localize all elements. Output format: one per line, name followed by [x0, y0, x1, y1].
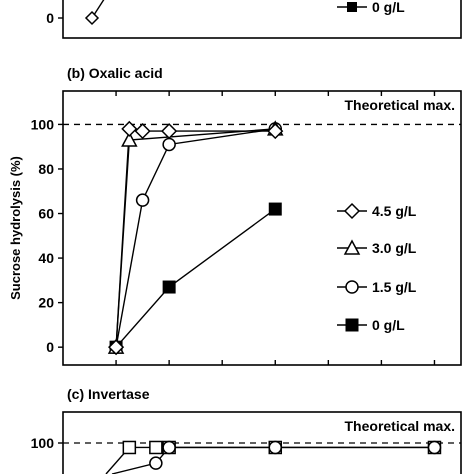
- data-point: [134, 123, 151, 140]
- panel-a: 0 0 g/L: [46, 0, 462, 39]
- data-point: [267, 123, 284, 140]
- panel-b-ytick-label: 40: [38, 250, 54, 266]
- series-line: [115, 128, 276, 348]
- y-axis-label: Sucrose hydrolysis (%): [8, 156, 23, 300]
- series-line: [115, 128, 276, 348]
- data-point: [121, 120, 138, 137]
- data-point: [162, 137, 176, 152]
- data-point: [135, 193, 150, 207]
- panel-c-title: (c) Invertase: [67, 386, 150, 402]
- panel-b-legend: 4.5 g/L 3.0 g/L 1.5 g/L 0 g/L: [337, 202, 417, 333]
- panel-b-frame: [62, 90, 462, 366]
- data-point: [161, 123, 178, 140]
- panel-b-ytick-label: 60: [38, 206, 54, 222]
- panel-c-point: [149, 440, 163, 455]
- panel-b-y-ticks: 0 20 40 60 80 100: [31, 116, 63, 355]
- data-point: [108, 339, 125, 356]
- legend-marker: [345, 318, 359, 332]
- panel-b-series: [107, 120, 284, 356]
- panel-c-point: [162, 440, 176, 455]
- panel-b-x-ticks: [115, 91, 436, 365]
- panel-c-point: [427, 440, 442, 455]
- series-line: [115, 208, 276, 348]
- panel-a-legend-label: 0 g/L: [372, 0, 405, 15]
- panel-b-ytick-label: 80: [38, 161, 54, 177]
- data-point: [162, 280, 176, 294]
- panel-b-ytick-label: 100: [31, 116, 55, 132]
- panel-b-ytick-label: 0: [46, 339, 54, 355]
- panel-c-point: [149, 456, 163, 470]
- panel-b-annotation: Theoretical max.: [345, 97, 456, 113]
- panel-b-ytick-label: 20: [38, 295, 54, 311]
- panel-c-point: [268, 440, 283, 455]
- legend-label: 4.5 g/L: [372, 203, 417, 219]
- panel-b-title: (b) Oxalic acid: [67, 65, 163, 81]
- data-point: [121, 131, 138, 147]
- data-point: [268, 202, 282, 216]
- legend-marker: [345, 280, 359, 294]
- series-line: [115, 128, 276, 348]
- panel-c-frame: [62, 411, 462, 474]
- legend-label: 0 g/L: [372, 317, 405, 333]
- legend-marker: [343, 239, 361, 255]
- panel-a-frame: [62, 0, 462, 39]
- legend-label: 1.5 g/L: [372, 279, 417, 295]
- panel-a-legend-marker: [347, 2, 357, 12]
- panel-c-ytick-label: 100: [31, 435, 55, 451]
- panel-a-point: [84, 10, 100, 26]
- legend-marker: [343, 202, 361, 220]
- panel-b: 0 20 40 60 80 100 Theoretical max. 4.5 g/L 3.0…: [31, 90, 462, 366]
- panel-c-annotation: Theoretical max.: [345, 418, 456, 434]
- panel-c-point: [122, 440, 137, 455]
- panel-c-points: [105, 440, 442, 474]
- panel-a-ytick-label: 0: [46, 10, 54, 26]
- legend-label: 3.0 g/L: [372, 240, 417, 256]
- panel-a-series-line: [91, 0, 105, 19]
- panel-c: 100 Theoretical max.: [31, 411, 462, 474]
